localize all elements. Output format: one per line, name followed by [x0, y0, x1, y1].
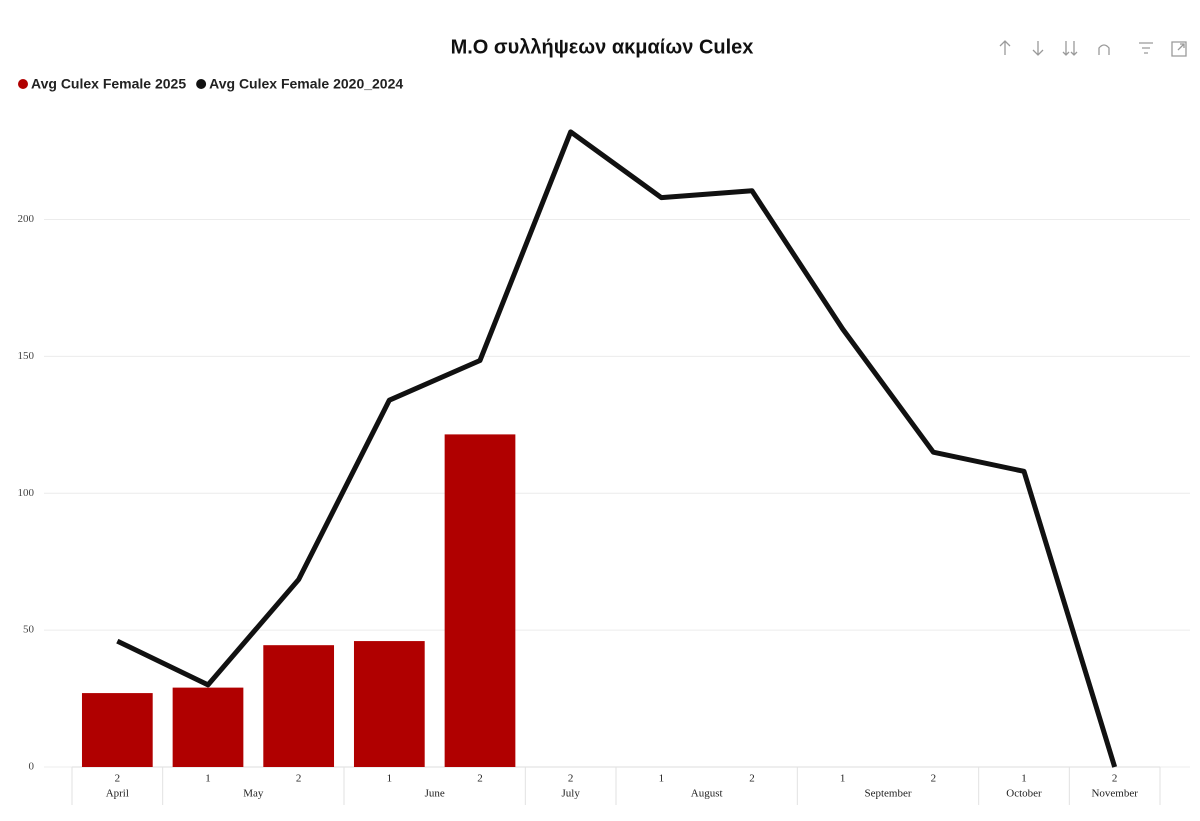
- y-tick-label: 50: [23, 624, 35, 636]
- x-tick-label: 2: [1112, 773, 1118, 785]
- bar: [81, 693, 153, 767]
- y-tick-label: 100: [18, 487, 35, 499]
- x-tick-label: 2: [568, 773, 574, 785]
- legend-label: Avg Culex Female 2020_2024: [209, 76, 403, 92]
- x-tick-label: 2: [749, 773, 755, 785]
- legend-marker: [18, 79, 28, 89]
- x-group-label: November: [1091, 788, 1138, 800]
- line: [116, 129, 1118, 768]
- legend-marker: [196, 79, 207, 89]
- icon-down[interactable]: [1032, 41, 1044, 56]
- legend-label: Avg Culex Female 2025: [31, 76, 186, 92]
- x-tick-label: 1: [387, 773, 393, 785]
- icon-expand[interactable]: [1062, 41, 1078, 56]
- x-tick-label: 1: [659, 773, 665, 785]
- toolbar[interactable]: [999, 40, 1187, 57]
- y-tick-label: 0: [29, 761, 35, 773]
- y-tick-label: 200: [18, 213, 35, 225]
- x-tick-label: 2: [296, 773, 302, 785]
- x-tick-label: 1: [840, 773, 846, 785]
- bar: [353, 641, 425, 767]
- x-group-label: July: [561, 788, 580, 800]
- x-tick-label: 2: [115, 773, 121, 785]
- x-group-label: September: [864, 788, 911, 800]
- x-tick-label: 1: [205, 773, 211, 785]
- icon-drill[interactable]: [1098, 44, 1110, 55]
- x-group-label: October: [1006, 788, 1042, 800]
- y-tick-label: 150: [18, 350, 35, 362]
- x-tick-label: 2: [477, 773, 483, 785]
- bar: [444, 434, 516, 767]
- x-tick-label: 1: [1021, 773, 1027, 785]
- icon-up[interactable]: [999, 40, 1011, 55]
- x-group-label: August: [691, 788, 723, 800]
- x-tick-label: 2: [931, 773, 937, 785]
- bar: [172, 687, 244, 767]
- x-group-label: April: [106, 788, 129, 800]
- bar: [263, 645, 335, 767]
- x-group-label: June: [425, 788, 445, 800]
- icon-filter[interactable]: [1139, 42, 1153, 54]
- icon-focus[interactable]: [1171, 41, 1187, 57]
- x-group-label: May: [243, 788, 264, 800]
- chart-title: Μ.Ο συλλήψεων ακμαίων Culex: [451, 36, 754, 58]
